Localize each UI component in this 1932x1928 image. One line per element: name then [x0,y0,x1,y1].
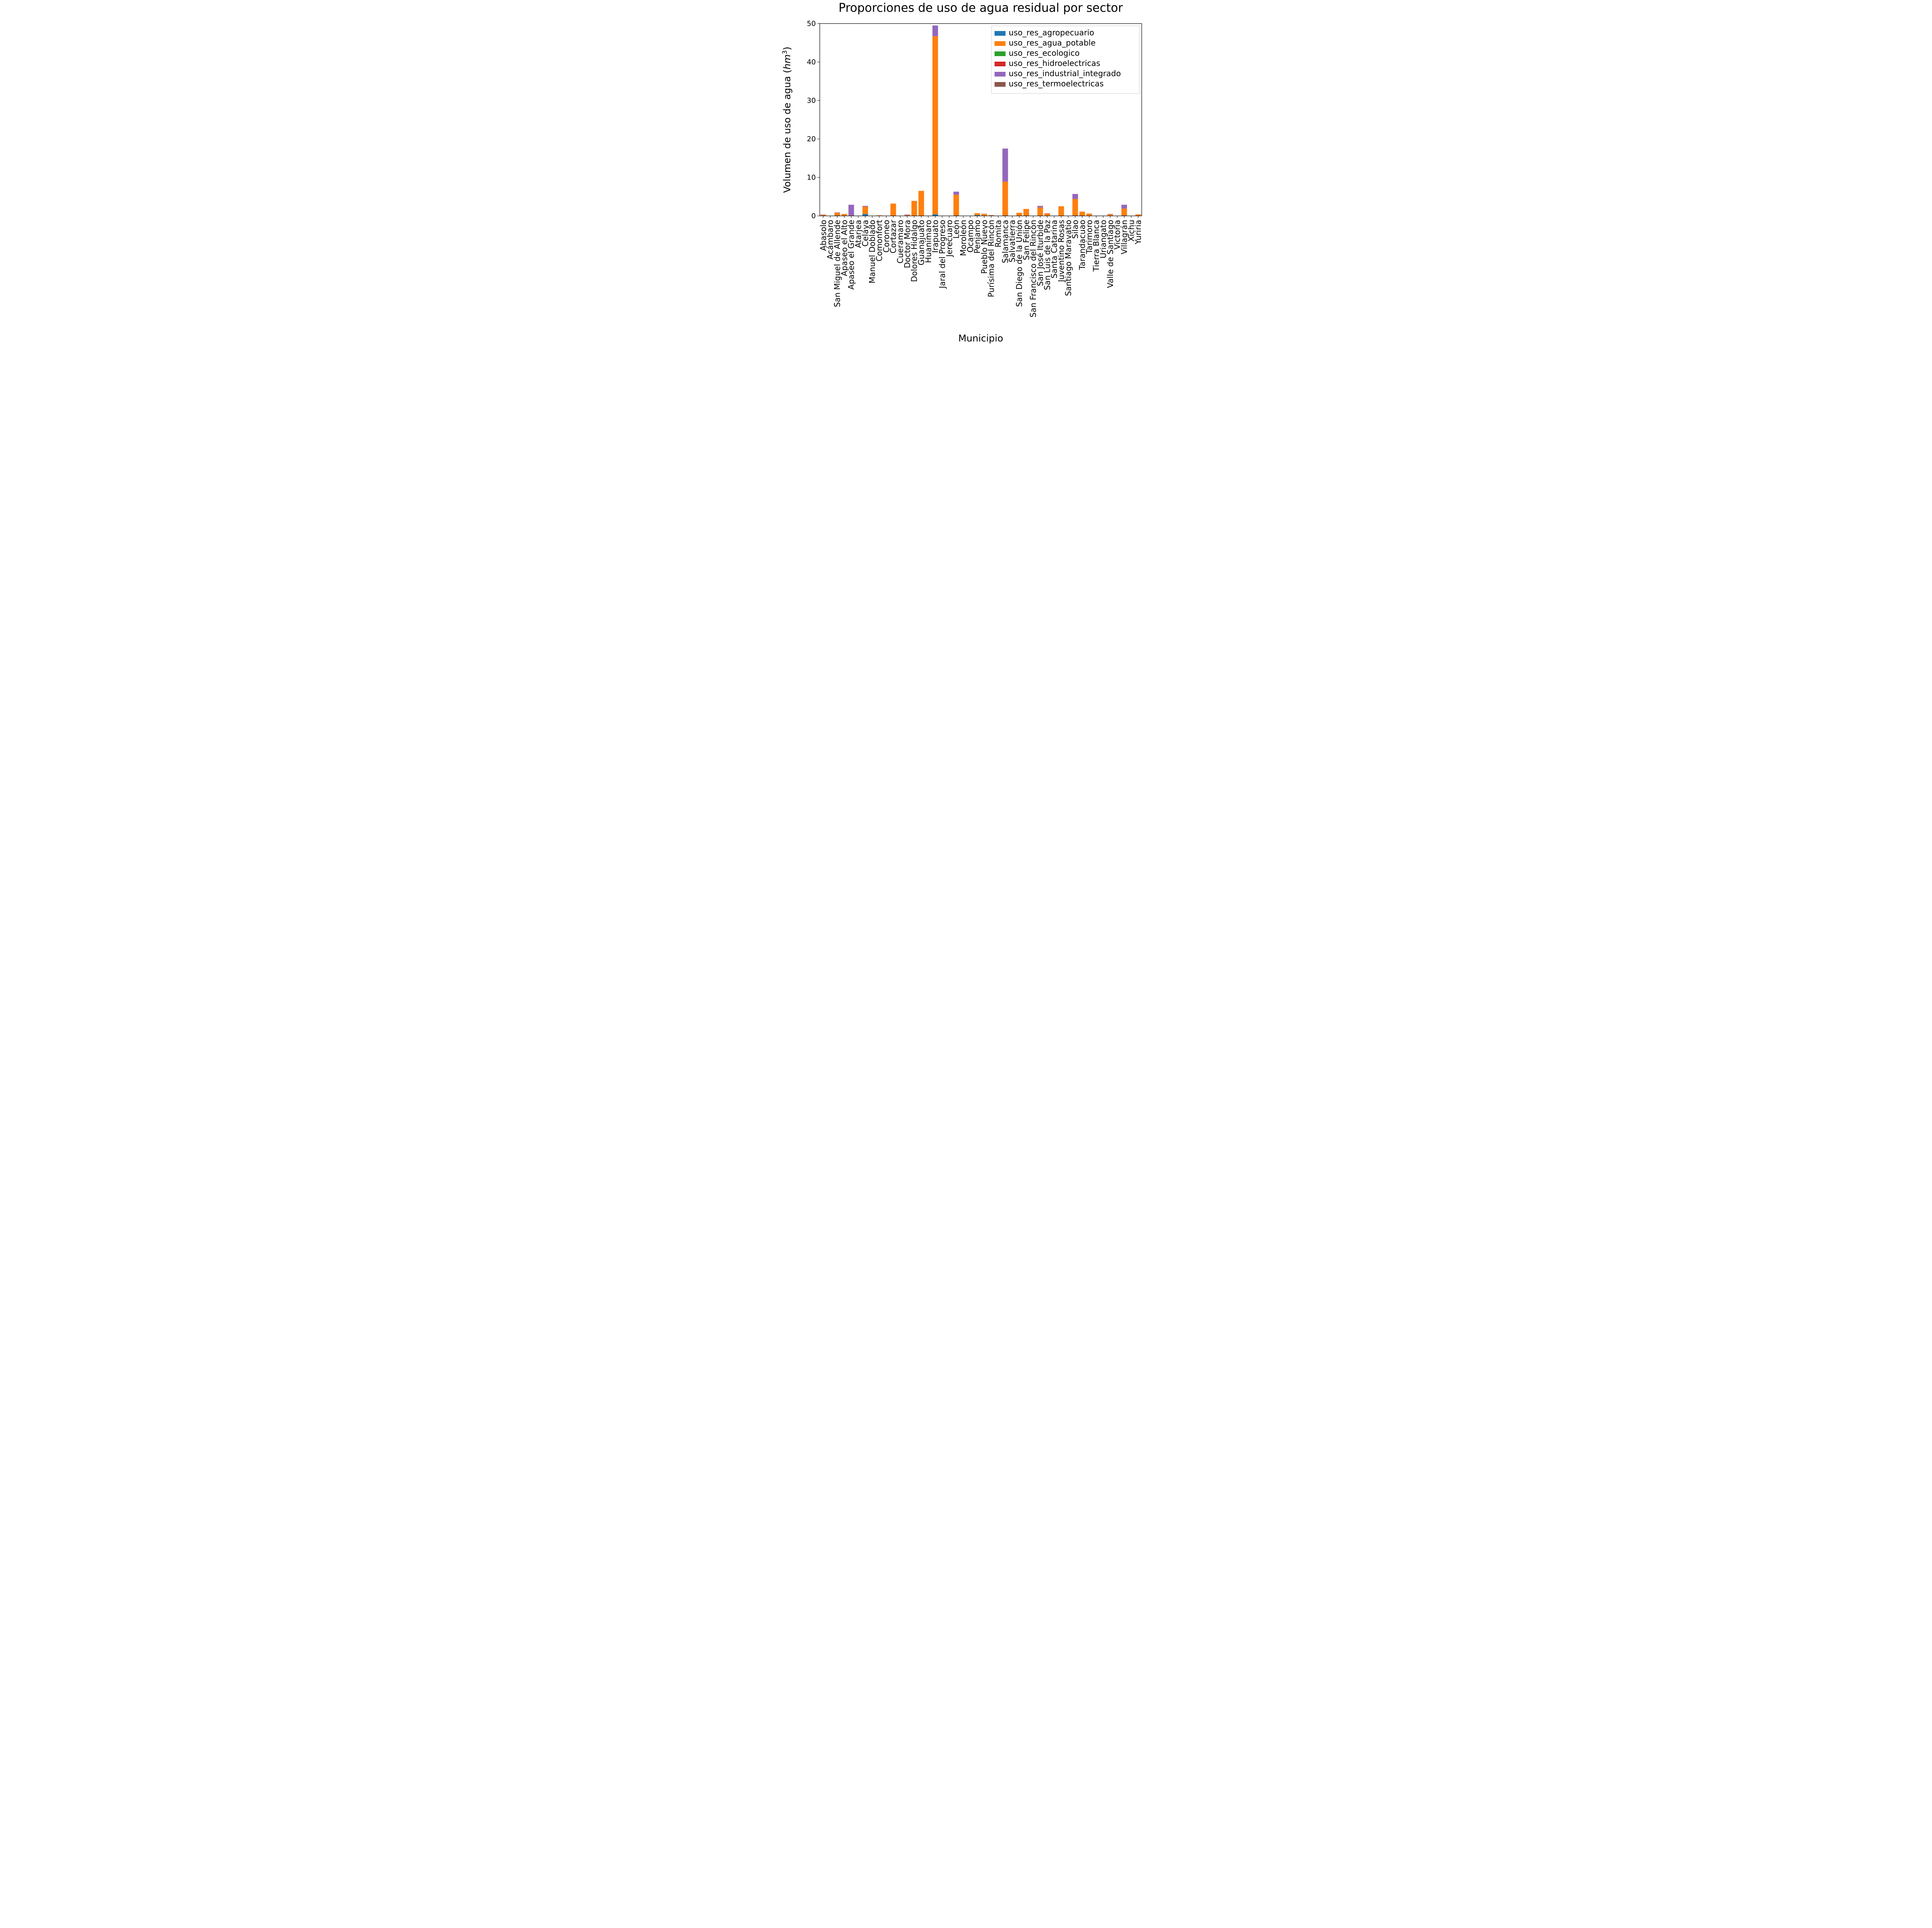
bar-segment [912,201,917,216]
bar-segment [890,204,896,216]
bar-segment [918,191,924,216]
y-tick-label: 0 [812,212,816,220]
legend-label: uso_res_agropecuario [1009,28,1094,37]
bar-segment [1002,149,1008,182]
bar-segment [1121,208,1127,215]
bar-segment [1121,205,1127,209]
legend-label: uso_res_hidroelectricas [1009,58,1100,68]
legend-swatch [994,82,1005,87]
y-tick-label: 30 [807,97,816,105]
bar-segment [1058,206,1064,216]
bar-segment [1002,182,1008,215]
bar-segment [1073,199,1078,215]
legend-label: uso_res_agua_potable [1009,38,1095,47]
bar-segment [1024,209,1029,216]
bar-segment [863,206,868,207]
bar-segment [1073,194,1078,199]
bar-segment [1016,213,1022,216]
bar-segment [834,213,840,215]
y-tick-label: 10 [807,173,816,182]
legend-label: uso_res_termoelectricas [1009,79,1104,88]
y-tick-label: 40 [807,58,816,66]
bar-segment [848,205,854,215]
y-tick-label: 50 [807,20,816,28]
y-axis-label: Volumen de uso de agua (hm3) [781,47,793,193]
y-tick-label: 20 [807,135,816,143]
bar-segment [1079,212,1085,216]
bar-segment [821,215,826,216]
bar-segment [1044,214,1050,216]
bar-segment [932,26,938,36]
legend-swatch [994,31,1005,36]
bar-segment [953,192,959,195]
bar-segment [863,206,868,214]
legend-label: uso_res_ecologico [1009,48,1080,58]
bar-segment [841,214,847,216]
x-tick-label: Yuriria [1133,220,1143,245]
x-axis-label: Municipio [958,333,1003,344]
bar-segment [974,213,980,215]
legend-swatch [994,41,1005,46]
legend-swatch [994,72,1005,77]
bar-segment [863,214,868,216]
bar-segment [1037,206,1043,208]
bar-segment [834,212,840,213]
legend: uso_res_agropecuariouso_res_agua_potable… [991,26,1139,93]
chart-title: Proporciones de uso de agua residual por… [839,1,1123,15]
legend-swatch [994,51,1005,56]
legend-swatch [994,62,1005,66]
bar-segment [1037,207,1043,216]
stacked-bar-chart: Proporciones de uso de agua residual por… [773,0,1159,386]
legend-label: uso_res_industrial_integrado [1009,69,1121,78]
bar-segment [932,36,938,214]
bar-segment [982,214,987,216]
bar-segment [1086,214,1092,216]
chart-container: Proporciones de uso de agua residual por… [773,0,1159,386]
bar-segment [953,195,959,215]
